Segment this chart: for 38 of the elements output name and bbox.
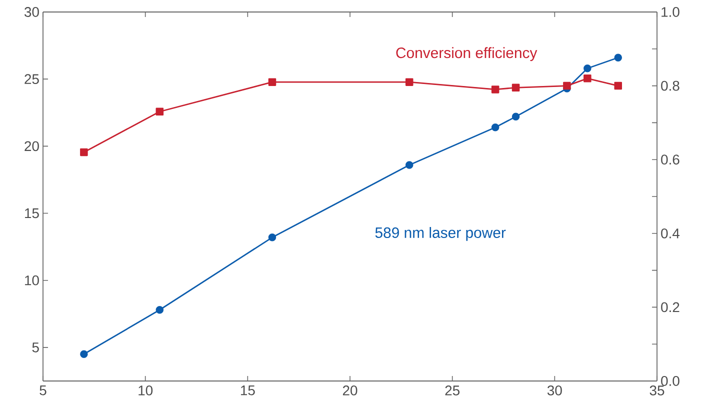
- y-tick-label: 10: [25, 275, 39, 286]
- point: [584, 64, 592, 72]
- point: [156, 108, 164, 116]
- point: [491, 124, 500, 132]
- point: [268, 78, 276, 86]
- y2-tick-label: 0.4: [661, 228, 680, 238]
- y-tick-label: 20: [24, 141, 39, 152]
- x-tick-label: 15: [240, 386, 255, 396]
- point: [614, 54, 622, 62]
- point: [80, 148, 88, 156]
- y2-tick-label: 0.2: [661, 302, 680, 312]
- x-tick-label: 5: [40, 386, 46, 396]
- point: [156, 306, 164, 314]
- series-label: Conversion efficiency: [396, 47, 538, 62]
- x-tick-label: 25: [445, 386, 460, 396]
- x-tick-label: 30: [547, 386, 562, 396]
- y-tick-label: 30: [24, 7, 39, 17]
- point: [563, 82, 571, 90]
- y-tick-label: 15: [25, 208, 39, 218]
- point: [405, 78, 414, 86]
- point: [512, 84, 520, 92]
- y2-tick-label: 0.6: [661, 154, 680, 165]
- text: 589 nm laser power: [375, 227, 506, 241]
- y2-tick-label: 0.8: [661, 80, 680, 91]
- y2-tick-label: 1.0: [662, 7, 680, 17]
- point: [512, 112, 520, 121]
- point: [584, 74, 592, 82]
- point: [405, 161, 414, 169]
- point: [614, 82, 622, 90]
- y-tick-label: 25: [24, 74, 39, 84]
- x-tick-label: 20: [342, 386, 358, 396]
- point: [268, 234, 276, 242]
- point: [491, 86, 500, 94]
- y-tick-label: 5: [32, 342, 39, 352]
- x-tick-label: 35: [650, 386, 664, 396]
- x-tick-label: 10: [138, 386, 153, 396]
- y2-tick-label: 0.0: [661, 376, 680, 386]
- point: [80, 350, 88, 358]
